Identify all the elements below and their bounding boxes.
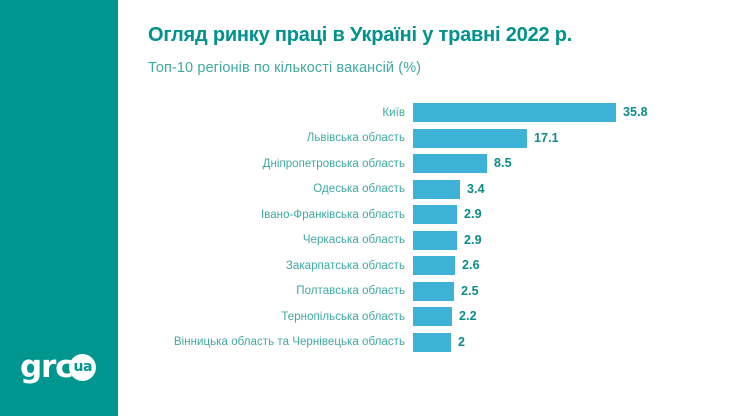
bar-track: 2.9 [413,230,740,250]
bar-track: 2.6 [413,256,740,275]
bar-track: 2.9 [413,205,740,224]
bar-fill [413,230,457,250]
bar-row: Дніпропетровська область 8.5 [118,154,740,173]
bar-fill [413,128,527,148]
bar-category-label: Одеська область [313,183,405,195]
bar-value-label: 17.1 [534,130,559,145]
bar-fill [413,179,460,199]
bar-value-label: 8.5 [494,156,512,170]
bar-value-label: 2.9 [464,207,482,221]
page-title: Огляд ринку праці в Україні у травні 202… [148,24,573,46]
bar-value-label: 3.4 [467,181,485,196]
bar-fill [413,205,457,224]
bar-fill [413,332,451,352]
bar-row: Черкаська область 2.9 [118,230,740,250]
bar-category-label: Івано-Франківська область [260,208,405,221]
bar-category-label: Закарпатська область [285,259,405,272]
brand-sidebar: grc ua [0,0,118,416]
page-subtitle: Топ-10 регіонів по кількості вакансій (%… [148,60,422,76]
bar-category-label: Дніпропетровська область [262,157,405,170]
bar-value-label: 2.2 [459,309,477,323]
bar-fill [413,307,452,326]
bar-value-label: 2.6 [462,258,480,272]
bar-value-label: 2.9 [464,232,482,247]
bar-row: Київ 35.8 [118,103,740,122]
heading-block: Огляд ринку праці в Україні у травні 202… [148,22,718,78]
bar-track: 17.1 [413,128,740,148]
bar-fill [413,256,455,275]
bar-value-label: 2.5 [461,283,479,298]
bar-track: 8.5 [413,154,740,173]
bar-row: Львівська область 17.1 [118,128,740,148]
bar-fill [413,281,454,301]
logo-wordmark: grc [20,348,73,385]
bar-category-label: Тернопільська область [281,310,405,323]
bar-track: 2 [413,332,740,352]
logo-ua-badge: ua [69,353,97,381]
grc-ua-logo: grc ua [20,348,97,385]
bar-track: 3.4 [413,179,740,199]
bar-row: Полтавська область 2.5 [118,281,740,301]
bar-category-label: Черкаська область [302,234,405,246]
bar-category-label: Вінницька область та Чернівецька область [173,336,405,348]
bar-row: Тернопільська область 2.2 [118,307,740,326]
bar-row: Вінницька область та Чернівецька область… [118,332,740,352]
bar-fill [413,154,487,173]
bar-category-label: Київ [382,106,405,119]
bar-value-label: 35.8 [623,105,648,119]
bar-chart: Київ 35.8 Львівська область 17.1 Дніпропетро… [118,103,740,353]
bar-value-label: 2 [458,334,466,349]
bar-track: 2.2 [413,307,740,326]
bar-fill [413,103,616,122]
bar-track: 35.8 [413,103,740,122]
bar-row: Одеська область 3.4 [118,179,740,199]
bar-row: Івано-Франківська область 2.9 [118,205,740,224]
bar-category-label: Полтавська область [296,285,405,297]
bar-category-label: Львівська область [306,132,405,144]
bar-row: Закарпатська область 2.6 [118,256,740,275]
bar-track: 2.5 [413,281,740,301]
